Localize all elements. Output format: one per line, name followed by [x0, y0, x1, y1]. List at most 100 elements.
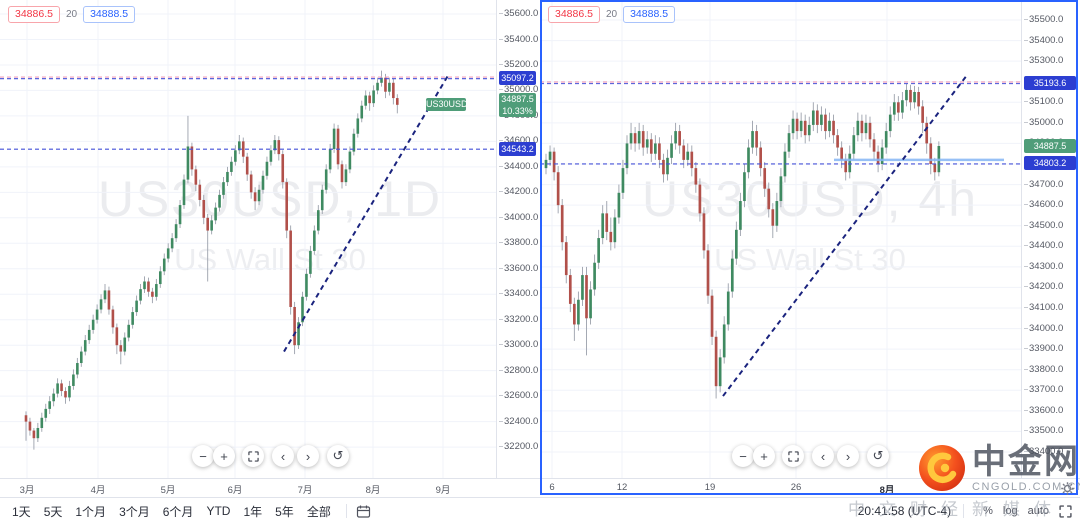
time-tick-label: 6月	[227, 485, 243, 496]
price-tick-label: 34100.0	[1023, 302, 1064, 313]
price-tick-label: 33400.0	[498, 288, 539, 300]
range-button-3[interactable]: 1个月	[75, 504, 107, 519]
last-price-label[interactable]: 34887.5 10.33%	[499, 92, 536, 117]
price-tick-label: 34400.0	[498, 160, 539, 172]
range-button-6[interactable]: YTD	[206, 504, 231, 518]
time-tick-label: 3月	[19, 485, 35, 496]
scroll-left-button[interactable]: ‹	[812, 445, 834, 467]
chart-panel-4h[interactable]: US30USD, 4h US Wall St 30 35500.0 35400.0…	[540, 0, 1080, 497]
last-price-percent: 10.33%	[502, 105, 533, 116]
price-tick-label: 33900.0	[1023, 343, 1064, 355]
price-tick-label: 35200.0	[498, 59, 539, 70]
symbol-price-tag: US30USD	[426, 98, 468, 112]
scroll-right-button[interactable]: ›	[837, 445, 859, 467]
level-price-label[interactable]: 34543.2	[499, 141, 536, 156]
bid-price-box[interactable]: 34886.5	[8, 6, 60, 23]
price-tick-label: 35100.0	[1023, 96, 1064, 108]
price-tick-label: 32800.0	[498, 364, 539, 376]
price-tick-label: 35400.0	[1023, 34, 1064, 46]
price-tick-label: 34400.0	[1023, 240, 1064, 252]
bid-price-box[interactable]: 34886.5	[548, 6, 600, 23]
time-tick-label: 12	[616, 482, 628, 493]
zoom-in-button[interactable]: +	[753, 445, 775, 467]
spread-value: 20	[65, 9, 78, 20]
session-clock[interactable]: 20:41:58 (UTC-4)	[857, 504, 952, 518]
time-tick-label: 26	[790, 482, 802, 493]
axis-settings-gear-icon[interactable]	[1060, 481, 1075, 496]
price-tick-label: 33600.0	[1023, 404, 1064, 416]
level-price-label[interactable]: 35097.2	[499, 71, 536, 85]
fit-content-button[interactable]	[782, 445, 804, 467]
percent-scale-button[interactable]: %	[983, 505, 993, 517]
chart-nav-controls: − + ‹ › ↺	[0, 445, 540, 469]
last-price-value: 34887.5	[501, 93, 534, 104]
range-button-2[interactable]: 5天	[43, 504, 63, 519]
time-tick-label: 8月	[365, 485, 381, 496]
price-tick-label: 33700.0	[1023, 384, 1064, 396]
ask-price-box[interactable]: 34888.5	[83, 6, 136, 23]
scroll-right-button[interactable]: ›	[297, 445, 319, 467]
price-tick-label: 34000.0	[498, 211, 539, 223]
auto-scale-button[interactable]: auto	[1027, 505, 1049, 517]
price-tick-label: 35300.0	[1023, 55, 1064, 67]
candlestick-plot[interactable]	[540, 0, 1022, 478]
zoom-in-button[interactable]: +	[213, 445, 235, 467]
chart-panel-daily[interactable]: US30USD, 1D US Wall St 30 35600.0 35400.0…	[0, 0, 541, 497]
range-button-9[interactable]: 全部	[306, 504, 331, 519]
chart-nav-controls: − + ‹ › ↺	[540, 445, 1080, 469]
price-tick-label: 35000.0	[498, 84, 539, 96]
time-tick-label: 9月	[435, 485, 451, 496]
candlestick-plot[interactable]	[0, 0, 497, 478]
log-scale-button[interactable]: log	[1002, 505, 1018, 517]
time-axis[interactable]: 6 12 19 26 8月	[540, 478, 1080, 497]
price-tick-label: 34300.0	[1023, 260, 1064, 272]
maximize-chart-icon[interactable]	[1059, 504, 1072, 518]
spread-value: 20	[605, 9, 618, 20]
quote-row: 34886.5 20 34888.5	[548, 6, 676, 23]
price-tick-label: 33000.0	[498, 339, 539, 351]
corner-brackets-icon	[787, 450, 799, 462]
price-tick-label: 32600.0	[498, 390, 539, 402]
price-axis[interactable]: 35500.035400.035300.035200.035100.035000…	[1021, 0, 1080, 478]
reset-view-button[interactable]: ↺	[327, 445, 349, 467]
price-tick-label: 35000.0	[1023, 116, 1064, 128]
price-tick-label: 33500.0	[1023, 425, 1064, 437]
corner-brackets-icon	[247, 450, 259, 462]
go-to-date-calendar-icon[interactable]	[356, 504, 371, 519]
price-tick-label: 34600.0	[498, 135, 539, 147]
level-price-label[interactable]: 34803.2	[1024, 156, 1076, 171]
fit-content-button[interactable]	[242, 445, 264, 467]
time-tick-label: 8月	[879, 485, 895, 496]
zoom-out-button[interactable]: −	[732, 445, 754, 467]
price-tick-label: 34700.0	[1023, 178, 1064, 190]
price-tick-label: 33800.0	[498, 237, 539, 249]
ask-price-box[interactable]: 34888.5	[623, 6, 676, 23]
range-button-8[interactable]: 5年	[275, 504, 294, 519]
reset-view-button[interactable]: ↺	[867, 445, 889, 467]
range-button-5[interactable]: 6个月	[162, 504, 194, 519]
price-tick-label: 33400.0	[1023, 446, 1064, 457]
quote-row: 34886.5 20 34888.5	[8, 6, 136, 23]
price-axis[interactable]: 35600.035400.035200.035000.034800.034600…	[496, 0, 540, 478]
price-tick-label: 35500.0	[1023, 14, 1064, 25]
time-tick-label: 19	[704, 482, 716, 493]
time-axis[interactable]: 3月 4月 5月 6月 7月 8月 9月	[0, 478, 540, 497]
price-tick-label: 33600.0	[498, 262, 539, 274]
price-tick-label: 32400.0	[498, 415, 539, 427]
price-tick-label: 34000.0	[1023, 322, 1064, 334]
time-tick-label: 4月	[90, 485, 106, 496]
zoom-out-button[interactable]: −	[192, 445, 214, 467]
range-button-4[interactable]: 3个月	[119, 504, 150, 519]
price-tick-label: 35600.0	[498, 8, 539, 19]
price-tick-label: 32200.0	[498, 441, 539, 453]
range-button-1[interactable]: 1天	[12, 504, 31, 519]
price-tick-label: 34600.0	[1023, 199, 1064, 211]
price-tick-label: 34500.0	[1023, 219, 1064, 231]
level-price-label[interactable]: 35193.6	[1024, 76, 1076, 90]
range-button-7[interactable]: 1年	[243, 504, 263, 519]
last-price-label[interactable]: 34887.5	[1024, 139, 1076, 153]
toolbar-divider	[963, 504, 965, 518]
price-tick-label: 34200.0	[1023, 281, 1064, 293]
scroll-left-button[interactable]: ‹	[272, 445, 294, 467]
